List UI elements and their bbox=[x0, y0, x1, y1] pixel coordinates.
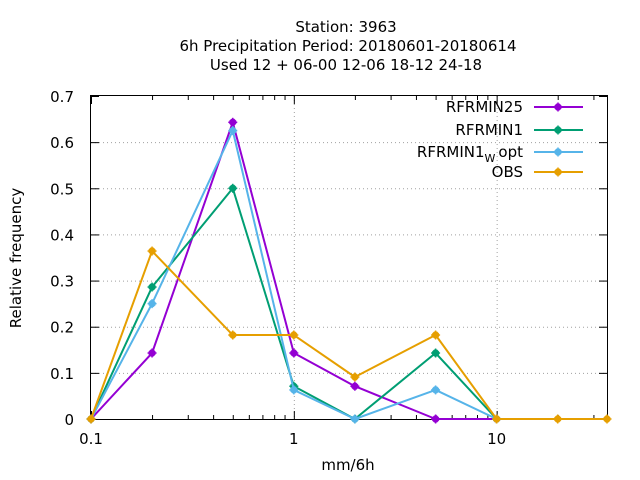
legend-swatch-marker bbox=[553, 147, 563, 157]
data-point bbox=[431, 414, 441, 424]
y-tick-label: 0.3 bbox=[50, 273, 74, 291]
data-point bbox=[350, 381, 360, 391]
plot-frame bbox=[90, 95, 608, 420]
data-point bbox=[228, 330, 238, 340]
legend-entry: OBS bbox=[492, 163, 583, 181]
legend-swatch-marker bbox=[553, 102, 563, 112]
data-point bbox=[147, 246, 157, 256]
legend-entry: RFRMIN25 bbox=[446, 98, 583, 116]
data-point bbox=[350, 414, 360, 424]
legend-label: RFRMIN1 bbox=[455, 121, 523, 139]
legend-swatch-marker bbox=[553, 125, 563, 135]
data-point bbox=[431, 348, 441, 358]
y-tick-label: 0.5 bbox=[50, 180, 74, 198]
y-tick-label: 0 bbox=[64, 411, 74, 429]
legend-label: OBS bbox=[492, 163, 523, 181]
data-point bbox=[289, 330, 299, 340]
y-tick-label: 0.1 bbox=[50, 365, 74, 383]
series-line bbox=[90, 250, 607, 420]
x-tick-label: 0.1 bbox=[79, 430, 103, 448]
data-point bbox=[431, 330, 441, 340]
x-tick-label: 1 bbox=[289, 430, 299, 448]
legend-entry: RFRMIN1W opt bbox=[417, 143, 583, 165]
data-point bbox=[228, 126, 238, 136]
title-line-1: Station: 3963 bbox=[295, 18, 396, 36]
legend-swatch-marker bbox=[553, 167, 563, 177]
series-line bbox=[90, 129, 498, 420]
ticks: 0 0.1 0.2 0.3 0.4 0.5 0.6 0.7 0.1 1 10 bbox=[50, 88, 607, 448]
data-point bbox=[147, 299, 157, 309]
series-layer bbox=[86, 117, 612, 424]
data-point bbox=[553, 414, 563, 424]
data-point bbox=[147, 282, 157, 292]
y-tick-label: 0.6 bbox=[50, 134, 74, 152]
data-point bbox=[492, 414, 502, 424]
chart-title: Station: 3963 6h Precipitation Period: 2… bbox=[179, 18, 516, 74]
series-rfrmin25 bbox=[86, 117, 502, 424]
data-point bbox=[350, 372, 360, 382]
x-tick-label: 10 bbox=[487, 430, 506, 448]
data-point bbox=[289, 348, 299, 358]
data-point bbox=[228, 183, 238, 193]
data-point bbox=[431, 385, 441, 395]
title-line-3: Used 12 + 06-00 12-06 18-12 24-18 bbox=[210, 56, 482, 74]
data-point bbox=[86, 414, 96, 424]
grid bbox=[91, 96, 607, 419]
data-point bbox=[602, 414, 612, 424]
y-tick-label: 0.4 bbox=[50, 226, 74, 244]
series-rfrmin1-w-opt bbox=[86, 126, 502, 424]
data-point bbox=[147, 348, 157, 358]
y-tick-label: 0.2 bbox=[50, 319, 74, 337]
data-point bbox=[289, 385, 299, 395]
title-line-2: 6h Precipitation Period: 20180601-201806… bbox=[179, 37, 516, 55]
legend-label: RFRMIN1W opt bbox=[417, 143, 523, 165]
legend-label: RFRMIN25 bbox=[446, 98, 523, 116]
series-line bbox=[90, 121, 497, 420]
series-obs bbox=[86, 246, 612, 424]
x-axis-label: mm/6h bbox=[321, 456, 374, 474]
data-point bbox=[228, 117, 238, 127]
y-tick-label: 0.7 bbox=[50, 88, 74, 106]
legend-entry: RFRMIN1 bbox=[455, 121, 583, 139]
y-axis-label: Relative frequency bbox=[7, 188, 25, 329]
